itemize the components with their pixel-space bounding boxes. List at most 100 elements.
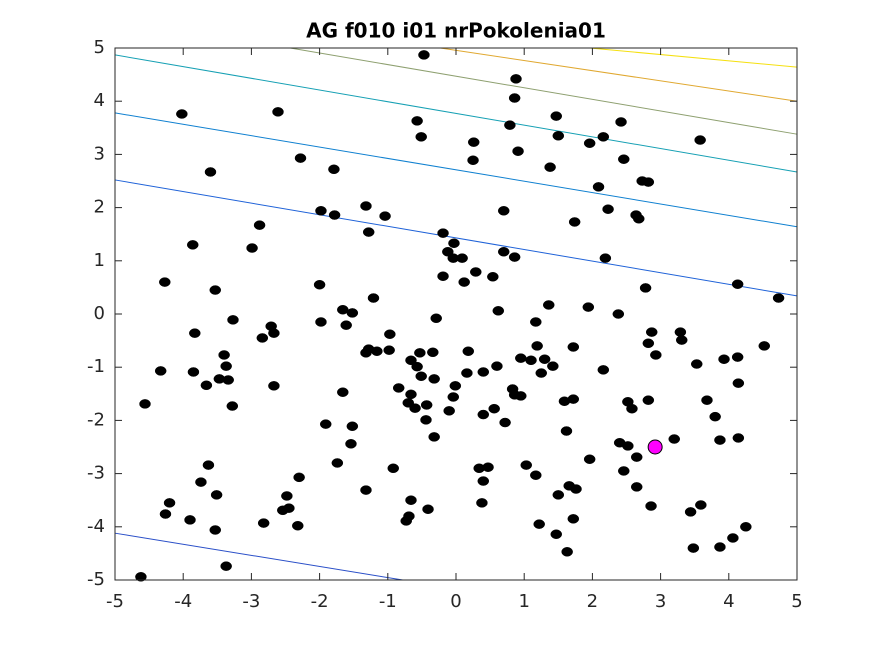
point [331, 458, 344, 468]
contour-line [440, 47, 798, 102]
point [530, 317, 542, 327]
best-point [647, 439, 663, 455]
y-tick-label: 1 [94, 250, 105, 271]
point [184, 515, 196, 525]
point [530, 470, 542, 480]
point [718, 354, 730, 364]
point [437, 228, 449, 238]
point [328, 164, 340, 175]
point [714, 435, 726, 445]
point [315, 206, 327, 216]
point [411, 116, 423, 126]
point [567, 394, 580, 404]
point [328, 210, 341, 220]
point [525, 355, 537, 366]
point [492, 306, 505, 316]
point [360, 348, 372, 358]
x-tick-label: -3 [242, 591, 260, 612]
point [583, 454, 596, 464]
point [470, 267, 482, 277]
point [462, 346, 475, 356]
point [415, 132, 427, 142]
point [222, 375, 234, 385]
point [202, 460, 215, 470]
point [268, 328, 280, 338]
point [176, 109, 188, 119]
point [758, 341, 771, 351]
point [561, 547, 573, 557]
point [448, 238, 460, 248]
point [220, 361, 232, 371]
point [544, 162, 556, 172]
point [272, 107, 284, 117]
point [467, 137, 480, 147]
x-tick-label: 2 [587, 591, 598, 612]
y-tick-label: -1 [87, 356, 105, 377]
point [740, 522, 752, 532]
point [226, 401, 239, 411]
point [543, 300, 555, 310]
contour-line [114, 179, 798, 297]
point [567, 342, 580, 352]
contour-line [114, 532, 403, 581]
y-tick-label: -5 [87, 569, 105, 590]
point [387, 463, 400, 474]
x-tick-label: -2 [311, 591, 329, 612]
x-tick-label: 5 [791, 591, 802, 612]
point [567, 514, 580, 524]
point [592, 182, 605, 192]
point [477, 476, 490, 486]
point [639, 283, 652, 293]
point [642, 338, 655, 349]
point [379, 211, 391, 221]
point [277, 505, 289, 516]
point [618, 466, 630, 476]
x-tick-label: -1 [379, 591, 397, 612]
point [695, 500, 707, 510]
point [582, 302, 595, 312]
point [550, 529, 563, 539]
point [538, 354, 551, 364]
point [362, 227, 375, 237]
point [732, 378, 745, 388]
point [597, 365, 610, 375]
point [405, 495, 417, 505]
point [599, 253, 612, 263]
point [497, 206, 510, 216]
point [701, 395, 713, 405]
point [163, 498, 176, 508]
point [340, 320, 352, 330]
point [200, 380, 213, 391]
point [268, 381, 280, 391]
point [732, 433, 745, 443]
point [430, 313, 442, 324]
point [547, 361, 559, 371]
point [443, 406, 455, 416]
y-tick-label: -4 [87, 516, 105, 537]
x-tick-label: 0 [450, 591, 461, 612]
point [597, 132, 610, 142]
point [570, 484, 582, 494]
point [360, 485, 372, 495]
point [626, 403, 638, 414]
point [139, 399, 151, 409]
point [568, 217, 581, 227]
point [371, 346, 383, 356]
point [630, 482, 643, 492]
point [645, 327, 658, 337]
point [687, 543, 700, 553]
point [293, 472, 305, 483]
y-tick-label: 4 [94, 90, 105, 111]
point [476, 498, 488, 508]
y-tick-label: 3 [94, 143, 105, 164]
point [418, 50, 430, 60]
point [650, 350, 662, 360]
point [668, 434, 680, 444]
point [642, 177, 655, 187]
point [531, 341, 543, 351]
point [367, 293, 380, 303]
point [383, 345, 395, 355]
point [512, 146, 524, 156]
point [477, 409, 490, 420]
point [456, 253, 468, 263]
